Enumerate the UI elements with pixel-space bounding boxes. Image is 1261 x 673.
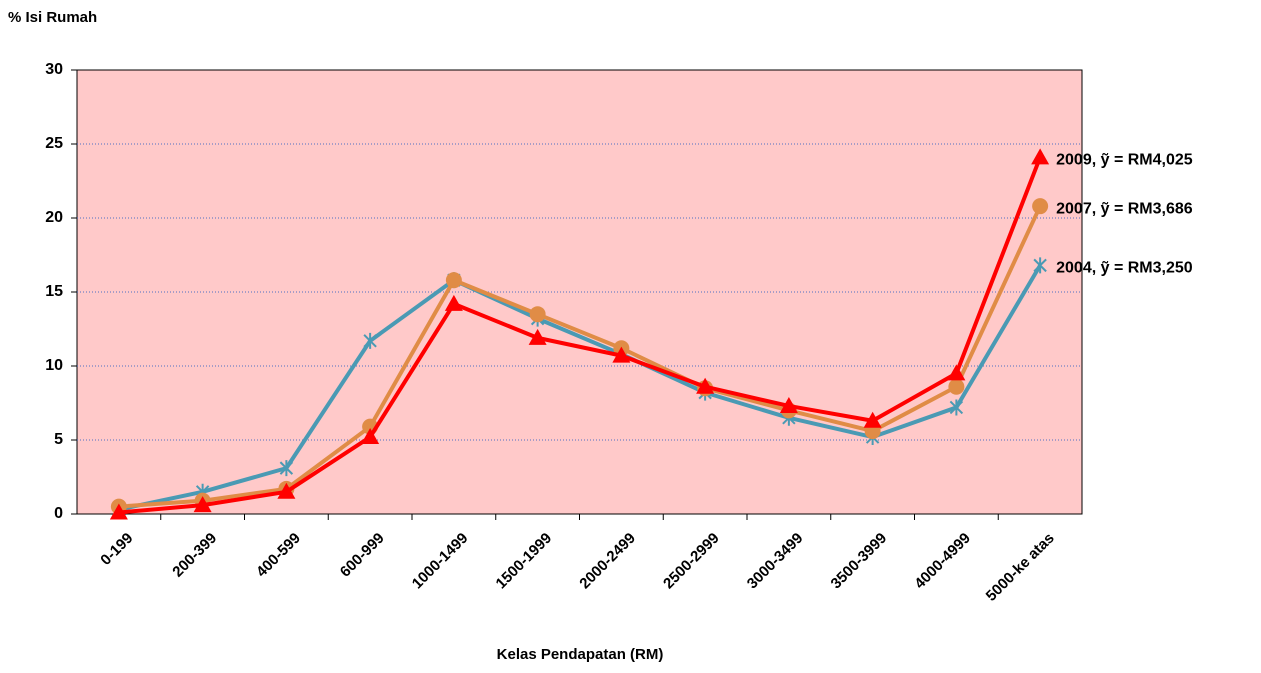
point (948, 378, 965, 395)
point (863, 411, 882, 428)
point (947, 364, 966, 381)
series-label: 2007, ỹ = RM3,686 (1056, 200, 1193, 217)
point (528, 328, 547, 345)
y-tick-label: 0 (54, 505, 63, 522)
point (193, 496, 212, 513)
x-tick-label: 5000-ke atas (983, 530, 1058, 605)
series-line (118, 156, 1042, 515)
point (949, 399, 964, 416)
point (1031, 148, 1050, 165)
x-tick-label: 200-399 (169, 530, 220, 581)
point (279, 460, 294, 477)
x-axis-title: Kelas Pendapatan (RM) (497, 646, 664, 663)
point (109, 503, 128, 520)
series-label: 2009, ỹ = RM4,025 (1056, 152, 1193, 169)
x-tick-label: 1500-1999 (493, 530, 556, 593)
y-tick-label: 10 (45, 357, 63, 374)
x-tick-label: 3500-3999 (828, 530, 891, 593)
series-label: 2004, ỹ = RM3,250 (1056, 260, 1193, 277)
y-tick-label: 30 (45, 61, 63, 78)
x-tick-label: 2500-2999 (660, 530, 723, 593)
y-tick-label: 25 (45, 135, 63, 152)
point (779, 396, 798, 413)
x-tick-label: 4000-4999 (911, 530, 974, 593)
x-tick-label: 400-599 (253, 530, 304, 581)
point (445, 272, 462, 289)
x-tick-label: 0-199 (97, 530, 136, 569)
point (1033, 257, 1047, 274)
y-tick-label: 5 (54, 431, 63, 448)
x-tick-label: 1000-1499 (409, 530, 472, 593)
series-line (118, 205, 1042, 509)
point (1032, 198, 1049, 215)
point (612, 346, 631, 363)
point (361, 428, 380, 445)
x-tick-label: 600-999 (337, 530, 388, 581)
point (529, 306, 546, 323)
series-line (118, 264, 1042, 512)
y-tick-label: 20 (45, 209, 63, 226)
point (277, 482, 296, 499)
point (696, 377, 715, 394)
y-tick-label: 15 (45, 283, 63, 300)
x-tick-label: 2000-2499 (576, 530, 639, 593)
y-axis-title: % Isi Rumah (8, 9, 97, 26)
x-tick-label: 3000-3499 (744, 530, 807, 593)
point (363, 332, 377, 349)
point (444, 294, 463, 311)
